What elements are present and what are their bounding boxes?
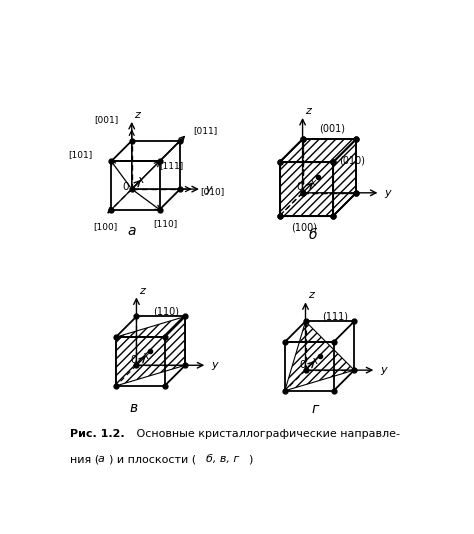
Text: а: а (98, 454, 105, 465)
Text: z: z (134, 110, 140, 120)
Text: y: y (206, 184, 212, 194)
Polygon shape (116, 317, 185, 386)
Text: y: y (384, 188, 391, 198)
Text: ) и плоскости (: ) и плоскости ( (109, 454, 196, 465)
Text: г: г (311, 402, 319, 415)
Polygon shape (285, 321, 354, 391)
Text: y: y (380, 365, 387, 375)
Text: 0: 0 (122, 182, 129, 192)
Text: 0: 0 (300, 360, 306, 370)
Text: (111): (111) (323, 311, 348, 321)
Text: (100): (100) (291, 223, 317, 233)
Text: (110): (110) (154, 307, 180, 317)
Text: [101]: [101] (68, 150, 93, 159)
Text: б, в, г: б, в, г (206, 454, 239, 465)
Text: [011]: [011] (193, 127, 218, 136)
Text: y: y (211, 360, 218, 370)
Text: x: x (142, 351, 149, 361)
Text: z: z (139, 286, 145, 295)
Text: z: z (305, 106, 311, 116)
Polygon shape (334, 139, 356, 216)
Text: z: z (308, 290, 314, 301)
Polygon shape (280, 162, 334, 216)
Text: 0: 0 (296, 182, 302, 192)
Text: ): ) (248, 454, 253, 465)
Polygon shape (280, 139, 356, 162)
Text: x: x (309, 178, 316, 187)
Text: Рис. 1.2.: Рис. 1.2. (70, 429, 125, 439)
Text: x: x (311, 356, 318, 366)
Text: x: x (137, 175, 144, 185)
Text: а: а (128, 224, 136, 238)
Text: [111]: [111] (159, 161, 183, 170)
Text: [001]: [001] (94, 115, 118, 124)
Text: [010]: [010] (201, 187, 225, 196)
Text: [110]: [110] (153, 219, 177, 228)
Text: 0: 0 (131, 355, 137, 365)
Text: (010): (010) (339, 156, 365, 166)
Text: Основные кристаллографические направле-: Основные кристаллографические направле- (133, 429, 400, 439)
Text: ния (: ния ( (70, 454, 100, 465)
Text: б: б (309, 229, 318, 242)
Text: [100]: [100] (93, 223, 117, 232)
Text: в: в (130, 400, 138, 414)
Text: (001): (001) (319, 123, 345, 133)
